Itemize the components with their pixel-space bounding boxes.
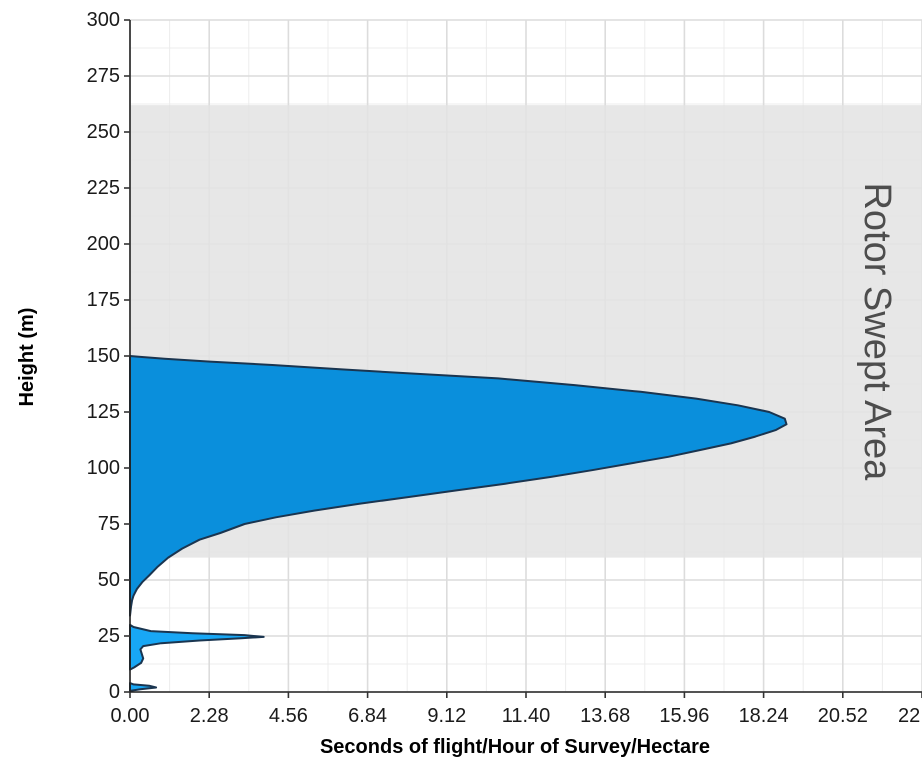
y-tick-label: 200 (87, 233, 120, 255)
x-tick-label: 20.52 (818, 705, 868, 727)
y-tick-label: 50 (98, 569, 120, 591)
y-tick-label: 275 (87, 65, 120, 87)
y-tick-label: 0 (109, 681, 120, 703)
x-tick-label: 4.56 (269, 705, 308, 727)
axes: 0 25 50 75 100 125 150 175 200 225 250 275 300 0.00 2.… (87, 9, 922, 727)
x-tick-label: 18.24 (739, 705, 789, 727)
y-tick-label: 225 (87, 177, 120, 199)
density-area-2 (129, 623, 265, 671)
density-areas (129, 355, 788, 692)
y-tick-label: 175 (87, 289, 120, 311)
x-tick-label: 15.96 (659, 705, 709, 727)
x-tick-label: 6.84 (348, 705, 387, 727)
y-tick-label: 25 (98, 625, 120, 647)
rotor-swept-area-label: Rotor Swept Area (856, 182, 898, 481)
x-tick-label: 13.68 (580, 705, 630, 727)
x-axis-title: Seconds of flight/Hour of Survey/Hectare (320, 736, 710, 758)
x-tick-label: 0.00 (111, 705, 150, 727)
x-tick-label: 9.12 (427, 705, 466, 727)
x-tick-label: 22.8 (898, 705, 922, 727)
x-tick-label: 2.28 (190, 705, 229, 727)
density-area-1 (129, 355, 788, 617)
x-tick-label: 11.40 (502, 705, 551, 727)
y-tick-label: 75 (98, 513, 120, 535)
y-tick-label: 100 (87, 457, 120, 479)
y-tick-label: 250 (87, 121, 120, 143)
y-axis-title: Height (m) (16, 308, 38, 407)
y-tick-label: 125 (87, 401, 120, 423)
y-tick-label: 300 (87, 9, 120, 31)
y-tick-label: 150 (87, 345, 120, 367)
